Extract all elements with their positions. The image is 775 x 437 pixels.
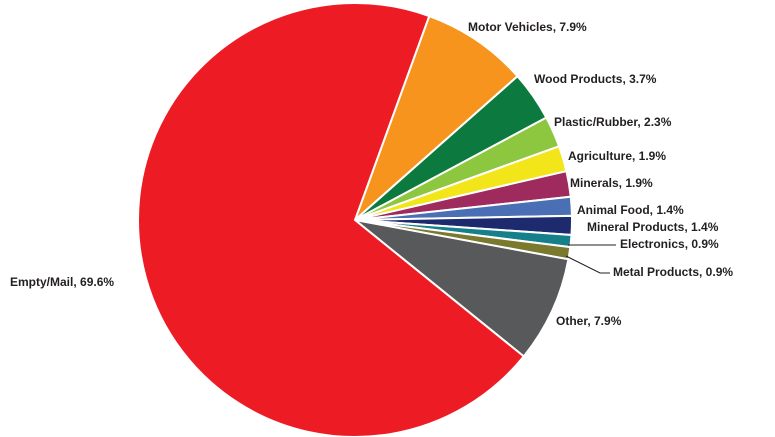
slice-label: Plastic/Rubber, 2.3% <box>554 115 672 129</box>
slice-label: Electronics, 0.9% <box>620 237 719 251</box>
leader-line <box>565 255 610 274</box>
slice-label: Wood Products, 3.7% <box>534 72 657 86</box>
pie-slice <box>137 2 526 437</box>
pie-slice <box>354 14 519 221</box>
slice-label: Empty/Mail, 69.6% <box>10 275 114 289</box>
slice-label: Agriculture, 1.9% <box>568 149 666 163</box>
slice-label: Motor Vehicles, 7.9% <box>468 20 587 34</box>
slice-label: Other, 7.9% <box>556 314 622 328</box>
pie-slice <box>354 219 570 358</box>
slice-label: Minerals, 1.9% <box>570 176 653 190</box>
slice-label: Animal Food, 1.4% <box>577 203 684 217</box>
slice-label: Metal Products, 0.9% <box>613 265 733 279</box>
slice-label: Mineral Products, 1.4% <box>587 220 719 234</box>
